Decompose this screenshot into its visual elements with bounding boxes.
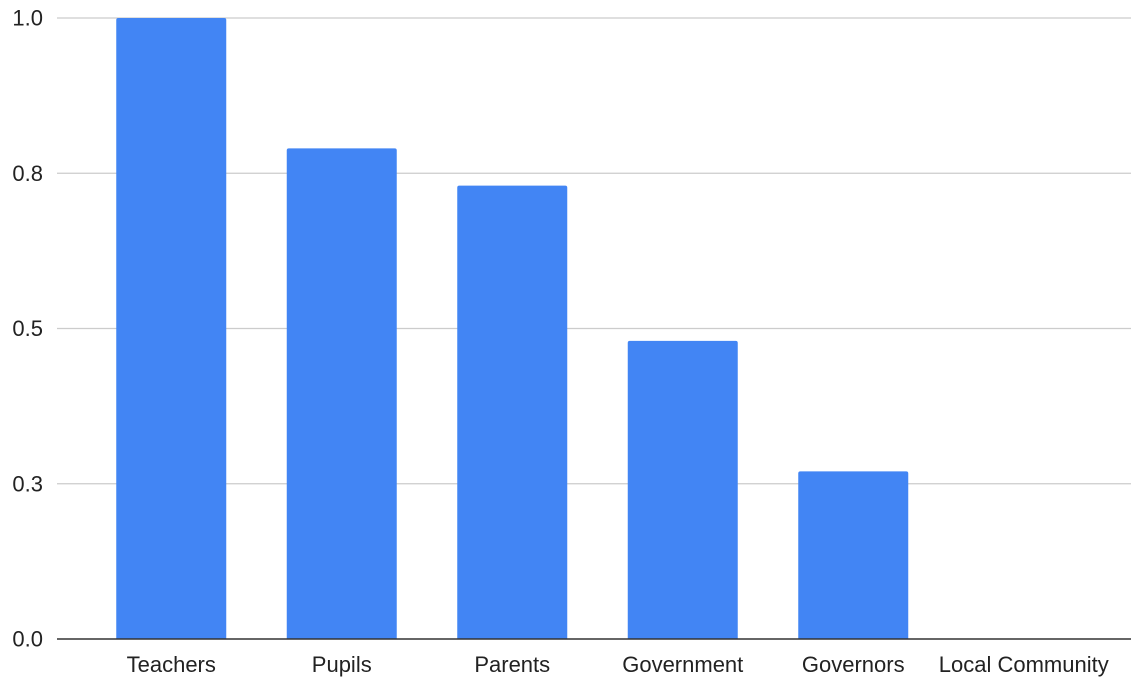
y-tick-label: 0.0 <box>12 627 43 652</box>
bars <box>116 18 909 640</box>
x-category-label: Local Community <box>939 652 1109 677</box>
bar-governors <box>798 471 909 639</box>
x-category-label: Parents <box>474 652 550 677</box>
bar-parents <box>457 185 568 640</box>
gridlines <box>57 17 1131 485</box>
y-tick-label: 1.0 <box>12 6 43 31</box>
x-category-label: Pupils <box>312 652 372 677</box>
y-axis-tick-labels: 0.0 0.3 0.5 0.8 1.0 <box>12 6 43 652</box>
y-tick-label: 0.3 <box>12 471 43 496</box>
y-tick-label: 0.5 <box>12 316 43 341</box>
bar-teachers <box>116 18 227 639</box>
x-category-label: Governors <box>802 652 905 677</box>
bar-government <box>627 340 738 639</box>
x-category-label: Teachers <box>127 652 216 677</box>
y-tick-label: 0.8 <box>12 161 43 186</box>
x-axis-category-labels: Teachers Pupils Parents Government Governors… <box>127 652 1109 677</box>
bar-pupils <box>286 148 397 639</box>
x-category-label: Government <box>622 652 743 677</box>
